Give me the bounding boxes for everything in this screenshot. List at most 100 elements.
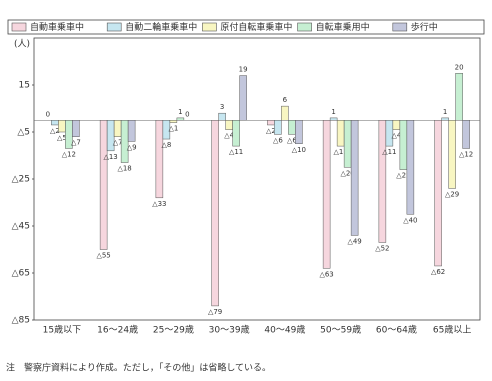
bar	[378, 120, 387, 243]
value-label: △62	[431, 268, 445, 276]
legend-swatch	[202, 22, 217, 32]
legend-label: 自動二輪車乗車中	[125, 21, 197, 33]
bar	[399, 120, 408, 170]
value-label: △33	[152, 200, 166, 208]
value-label: △21	[396, 172, 410, 180]
value-label: △52	[375, 244, 389, 252]
value-label: △9	[127, 143, 137, 151]
bar	[155, 120, 164, 199]
bar	[462, 120, 470, 149]
bar	[176, 117, 185, 121]
value-label: △13	[103, 153, 117, 161]
value-label: △11	[229, 148, 243, 156]
value-label: △7	[71, 139, 81, 147]
legend-swatch	[11, 22, 27, 32]
bar	[218, 112, 226, 121]
bar	[127, 120, 136, 142]
bar	[72, 120, 80, 137]
bar	[385, 120, 394, 147]
value-label: 1	[443, 108, 447, 116]
legend-label: 自動車乗車中	[30, 21, 84, 33]
note: 注 警察庁資料により作成。ただし，「その他」は省略している。	[6, 362, 271, 374]
legend-swatch	[392, 22, 408, 32]
y-tick-label: △65	[12, 269, 30, 279]
bar	[448, 120, 456, 189]
value-label: △29	[445, 190, 459, 198]
legend-frame	[7, 19, 485, 35]
legend-swatch	[297, 22, 312, 32]
value-label: △49	[347, 237, 361, 245]
bar	[51, 120, 59, 126]
value-label: △2	[50, 127, 60, 135]
bar	[232, 120, 240, 147]
bar	[267, 120, 275, 126]
legend-label: 歩行中	[411, 21, 438, 33]
y-tick-label: △85	[12, 316, 30, 326]
value-label: △5	[57, 134, 67, 142]
value-label: △18	[117, 165, 131, 173]
y-tick-label: △45	[12, 222, 30, 232]
bar	[406, 120, 415, 215]
value-label: △7	[113, 139, 123, 147]
bar	[169, 120, 178, 123]
value-label: △6	[273, 136, 283, 144]
x-tick-label: 60～64歳	[376, 324, 417, 336]
bar	[58, 120, 66, 133]
value-label: △1	[168, 125, 178, 133]
bar	[343, 120, 352, 168]
value-label: △4	[224, 132, 234, 140]
bar	[441, 117, 449, 121]
bar	[329, 117, 338, 121]
bar	[211, 120, 219, 307]
x-tick-label: 15歳以下	[43, 324, 81, 336]
legend-label: 原付自転車乗車中	[220, 21, 292, 33]
value-label: 0	[185, 110, 189, 118]
value-label: 6	[283, 96, 288, 104]
bar	[239, 75, 247, 121]
bar	[113, 120, 122, 137]
y-tick-label: △25	[12, 175, 30, 185]
bar	[434, 120, 442, 267]
value-label: △55	[96, 252, 110, 260]
value-label: 20	[455, 63, 464, 71]
value-label: △8	[161, 141, 171, 149]
value-label: △12	[459, 150, 473, 158]
bar	[322, 120, 331, 269]
bar	[350, 120, 359, 236]
value-label: △12	[62, 150, 76, 158]
x-tick-label: 25～29歳	[153, 324, 194, 336]
legend-label: 自転車乗用中	[316, 21, 370, 33]
bar	[288, 120, 296, 135]
value-label: 19	[239, 66, 248, 74]
bar	[225, 120, 233, 130]
value-label: △20	[340, 169, 354, 177]
x-tick-label: 50～59歳	[320, 324, 361, 336]
value-label: △4	[391, 132, 401, 140]
y-tick-label: 15	[19, 81, 30, 91]
value-label: 1	[178, 108, 182, 116]
y-unit: (人)	[14, 39, 30, 50]
value-label: △10	[292, 146, 306, 154]
bar	[274, 120, 282, 135]
value-label: △63	[319, 270, 333, 278]
value-label: 1	[331, 108, 335, 116]
bar	[336, 120, 345, 147]
bar	[392, 120, 401, 130]
value-label: 3	[220, 103, 224, 111]
value-label: △11	[382, 148, 396, 156]
value-label: △6	[287, 136, 297, 144]
legend-swatch	[106, 22, 122, 32]
value-label: △2	[266, 127, 276, 135]
value-label: △79	[208, 308, 222, 316]
value-label: △11	[333, 148, 347, 156]
bar	[99, 120, 108, 250]
bar	[120, 120, 129, 163]
bar	[295, 120, 303, 144]
value-label: 0	[46, 110, 50, 118]
x-tick-label: 65歳以上	[433, 324, 471, 336]
x-tick-label: 16～24歳	[97, 324, 138, 336]
x-tick-label: 30～39歳	[209, 324, 250, 336]
bar	[281, 105, 289, 121]
